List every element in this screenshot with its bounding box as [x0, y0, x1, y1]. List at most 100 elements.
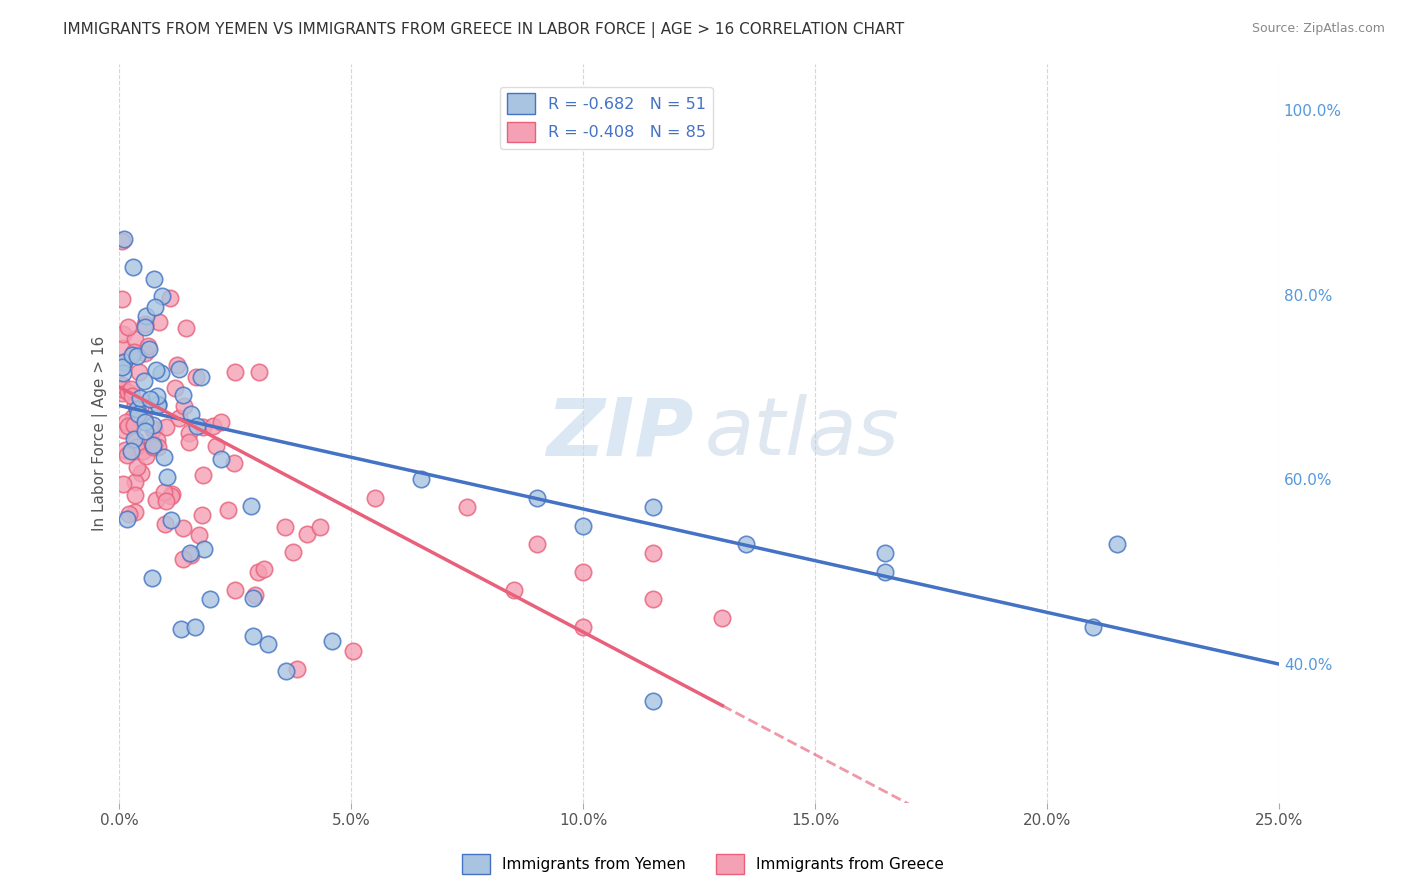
Point — [1083, 620, 1105, 634]
Point — [125, 401, 148, 416]
Point — [205, 439, 228, 453]
Point — [111, 378, 134, 392]
Point — [145, 363, 167, 377]
Point — [152, 289, 174, 303]
Text: atlas: atlas — [704, 394, 900, 472]
Point — [115, 448, 138, 462]
Point — [124, 332, 146, 346]
Point — [873, 565, 896, 579]
Point — [174, 320, 197, 334]
Point — [198, 592, 221, 607]
Point — [135, 450, 157, 464]
Point — [112, 477, 135, 491]
Point — [572, 565, 595, 579]
Point — [224, 365, 246, 379]
Point — [111, 341, 134, 355]
Point — [146, 433, 169, 447]
Text: Source: ZipAtlas.com: Source: ZipAtlas.com — [1251, 22, 1385, 36]
Point — [138, 339, 160, 353]
Point — [132, 374, 155, 388]
Point — [121, 389, 143, 403]
Point — [142, 417, 165, 432]
Point — [641, 500, 664, 515]
Point — [139, 392, 162, 407]
Point — [247, 565, 270, 579]
Point — [114, 443, 136, 458]
Legend: R = -0.682   N = 51, R = -0.408   N = 85: R = -0.682 N = 51, R = -0.408 N = 85 — [501, 87, 713, 149]
Point — [112, 327, 135, 342]
Point — [111, 360, 134, 375]
Point — [112, 354, 135, 368]
Point — [112, 366, 135, 380]
Text: IMMIGRANTS FROM YEMEN VS IMMIGRANTS FROM GREECE IN LABOR FORCE | AGE > 16 CORREL: IMMIGRANTS FROM YEMEN VS IMMIGRANTS FROM… — [63, 22, 904, 38]
Point — [112, 355, 135, 369]
Point — [526, 491, 548, 505]
Point — [285, 662, 308, 676]
Point — [190, 370, 212, 384]
Point — [209, 452, 232, 467]
Point — [242, 591, 264, 606]
Point — [186, 419, 208, 434]
Point — [173, 399, 195, 413]
Point — [122, 345, 145, 359]
Point — [149, 366, 172, 380]
Point — [134, 319, 156, 334]
Point — [167, 411, 190, 425]
Point — [180, 548, 202, 562]
Point — [146, 398, 169, 412]
Point — [363, 491, 385, 505]
Point — [191, 508, 214, 523]
Point — [142, 440, 165, 454]
Point — [142, 438, 165, 452]
Point — [191, 468, 214, 483]
Point — [308, 520, 330, 534]
Point — [124, 488, 146, 502]
Point — [127, 459, 149, 474]
Point — [177, 434, 200, 449]
Point — [112, 231, 135, 245]
Point — [240, 499, 263, 513]
Point — [222, 456, 245, 470]
Point — [297, 527, 319, 541]
Point — [134, 425, 156, 439]
Point — [111, 234, 134, 248]
Point — [188, 528, 211, 542]
Point — [163, 381, 186, 395]
Point — [641, 694, 664, 708]
Point — [191, 420, 214, 434]
Point — [217, 503, 239, 517]
Point — [170, 622, 193, 636]
Point — [177, 426, 200, 441]
Point — [342, 644, 364, 658]
Point — [224, 582, 246, 597]
Point — [117, 418, 139, 433]
Point — [122, 433, 145, 447]
Point — [641, 546, 664, 560]
Point — [143, 300, 166, 314]
Point — [245, 588, 267, 602]
Point — [148, 315, 170, 329]
Point — [183, 620, 205, 634]
Point — [152, 450, 174, 465]
Point — [242, 629, 264, 643]
Point — [276, 664, 298, 678]
Point — [142, 423, 165, 437]
Point — [122, 410, 145, 425]
Point — [111, 386, 134, 401]
Point — [145, 493, 167, 508]
Point — [120, 444, 142, 458]
Point — [146, 397, 169, 411]
Point — [111, 383, 134, 397]
Point — [409, 472, 432, 486]
Point — [253, 562, 276, 576]
Point — [134, 317, 156, 331]
Point — [155, 494, 177, 508]
Point — [127, 407, 149, 421]
Point — [201, 419, 224, 434]
Point — [184, 369, 207, 384]
Point — [526, 537, 548, 551]
Point — [146, 389, 169, 403]
Point — [111, 292, 134, 306]
Legend: Immigrants from Yemen, Immigrants from Greece: Immigrants from Yemen, Immigrants from G… — [456, 848, 950, 880]
Point — [134, 346, 156, 360]
